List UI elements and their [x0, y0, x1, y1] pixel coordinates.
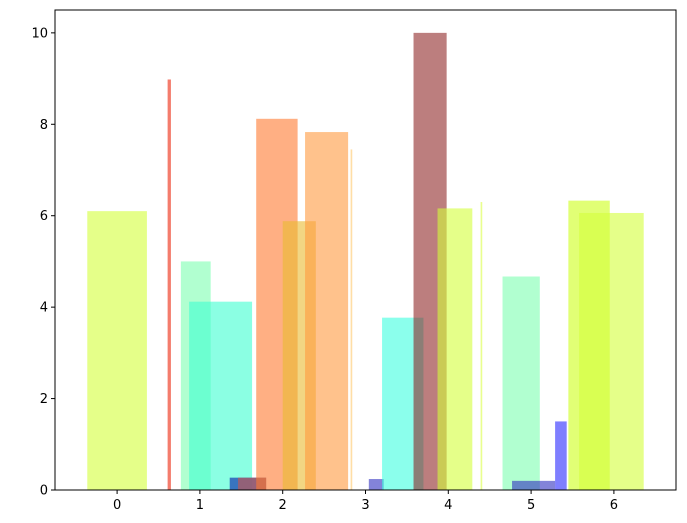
- bars-layer: [87, 32, 644, 491]
- y-tick-label: 10: [31, 26, 48, 41]
- y-tick-label: 4: [40, 301, 48, 316]
- bar-3: [189, 301, 253, 490]
- bar-9: [350, 149, 353, 490]
- bar-1: [167, 79, 171, 491]
- x-tick-label: 4: [444, 498, 452, 513]
- y-axis: 0 2 4 6 8 10: [31, 26, 55, 499]
- bar-15: [502, 276, 540, 490]
- y-tick-label: 6: [40, 209, 48, 224]
- x-tick-label: 2: [279, 498, 287, 513]
- bar-10: [368, 479, 384, 490]
- x-tick-label: 6: [610, 498, 618, 513]
- x-tick-label: 0: [113, 498, 121, 513]
- bar-8: [305, 132, 349, 490]
- x-tick-label: 5: [527, 498, 535, 513]
- x-axis: 0 1 2 3 4 5 6: [113, 490, 618, 513]
- x-tick-label: 3: [361, 498, 369, 513]
- y-tick-label: 2: [40, 392, 48, 407]
- bar-13: [437, 208, 473, 490]
- x-tick-label: 1: [196, 498, 204, 513]
- bar-14: [480, 202, 483, 490]
- y-tick-label: 8: [40, 118, 48, 133]
- bar-0: [87, 211, 147, 490]
- bar-16: [512, 480, 556, 490]
- bar-17: [555, 421, 567, 490]
- y-tick-label: 0: [40, 484, 48, 499]
- bar-19: [579, 212, 644, 490]
